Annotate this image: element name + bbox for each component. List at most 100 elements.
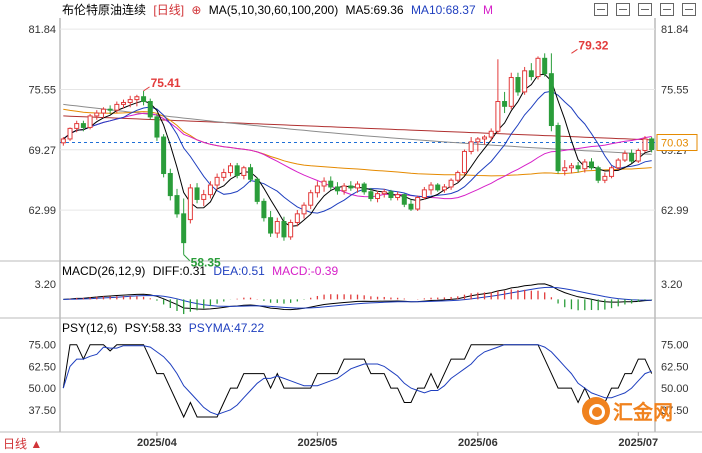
candle-body [415,197,421,210]
watermark-logo-icon [582,396,610,425]
candle-body [622,152,628,161]
candle-body [94,112,100,117]
macd-dea-line [63,286,652,309]
current-price-label: 70.03 [661,138,689,150]
candle-body [502,101,508,107]
instrument-title: 布伦特原油连续 [62,3,147,17]
candle-body [187,187,193,221]
psy-params[interactable]: PSY(12,6) [62,321,118,335]
annotation-label: 75.41 [151,76,181,90]
price-tick-label: 62.99 [661,205,689,217]
candle-body [528,70,534,78]
candle-body [314,185,320,194]
ma30-line [62,112,652,200]
watermark-text: 汇金网 [613,402,673,424]
price-panel-header: 布伦特原油连续 [日线] ⊕ MA(5,10,30,60,100,200) MA… [62,3,497,17]
candle-body [234,165,240,176]
candle-body [201,194,207,200]
macd-panel: 3.20 3.20 [35,279,682,315]
candle-body [288,221,294,238]
candle-body [642,138,648,151]
candle-body [395,194,401,199]
candle-body [254,178,260,202]
annotation-pointer [143,86,150,92]
candle-body [207,184,213,196]
candle-body [609,167,615,177]
candlestick-series [60,53,655,255]
annotation-pointer [183,254,191,261]
price-tick-label: 75.55 [661,85,689,97]
candle-body [74,123,80,129]
candle-body [408,203,414,210]
candle-body [154,116,160,138]
candle-body [629,152,635,162]
candle-body [248,167,254,180]
add-indicator-icon[interactable]: ⊕ [191,3,202,17]
candle-body [635,149,641,162]
candle-body [334,186,340,192]
candle-body [274,221,280,234]
more-ma-label[interactable]: M [483,3,493,17]
moving-average-lines [62,73,653,419]
window-icon[interactable] [638,3,652,16]
macd-header: MACD(26,12,9) DIFF:0.31 DEA:0.51 MACD:-0… [62,264,342,278]
period-switch-button[interactable]: 日线 ▲ [3,437,43,451]
psy-value: PSY:58.33 [124,321,182,335]
psyma-value: PSYMA:47.22 [188,321,265,335]
grid-layout-icon[interactable] [594,3,608,16]
candle-body [575,165,581,170]
period-label[interactable]: [日线] [153,3,185,17]
candle-body [241,167,247,176]
candle-body [174,195,180,215]
candle-body [301,204,307,215]
psy-tick-label: 62.50 [28,361,56,373]
macd-tick-label: 3.20 [35,279,56,291]
candle-body [141,96,147,103]
candle-body [535,57,541,78]
candle-body [134,96,140,101]
close-panel-icon[interactable] [682,3,696,16]
date-tick-label: 2025/05 [298,437,338,449]
candle-body [167,173,173,197]
candle-body [127,99,133,103]
price-tick-label: 75.55 [28,85,56,97]
candle-body [80,123,86,128]
macd-diff-value: DIFF:0.31 [152,264,207,278]
candle-body [194,187,200,200]
candle-body [401,194,407,205]
psy-tick-label: 75.00 [28,340,56,352]
price-tick-label: 62.99 [28,205,56,217]
date-tick-label: 2025/06 [458,437,498,449]
macd-params[interactable]: MACD(26,12,9) [62,264,146,278]
candle-body [482,136,488,140]
candle-body [435,184,441,191]
candle-body [381,191,387,195]
ma60-line [63,108,652,177]
candle-body [114,103,120,111]
candle-body [468,141,474,152]
candle-body [461,150,467,174]
candle-body [508,77,514,107]
candle-body [568,165,574,169]
psy-header: PSY(12,6) PSY:58.33 PSYMA:47.22 [62,321,268,335]
candle-body [388,191,394,199]
candle-body [221,172,227,178]
candle-body [281,221,287,238]
psy-tick-label: 75.00 [661,340,689,352]
date-tick-label: 2025/04 [137,437,178,449]
candle-body [361,183,367,193]
candle-body [428,184,434,191]
ma-params-label[interactable]: MA(5,10,30,60,100,200) [208,3,339,17]
candle-body [548,73,554,127]
candle-body [542,57,548,75]
maximize-icon[interactable] [660,3,674,16]
macd-value: MACD:-0.39 [272,264,339,278]
candle-body [602,175,608,181]
candle-body [515,77,521,93]
candle-body [448,179,454,188]
candle-body [147,101,153,118]
compare-icon[interactable] [616,3,630,16]
date-axis: 2025/04 2025/05 2025/06 2025/07 [137,432,658,449]
annotation-label: 79.32 [578,38,608,52]
